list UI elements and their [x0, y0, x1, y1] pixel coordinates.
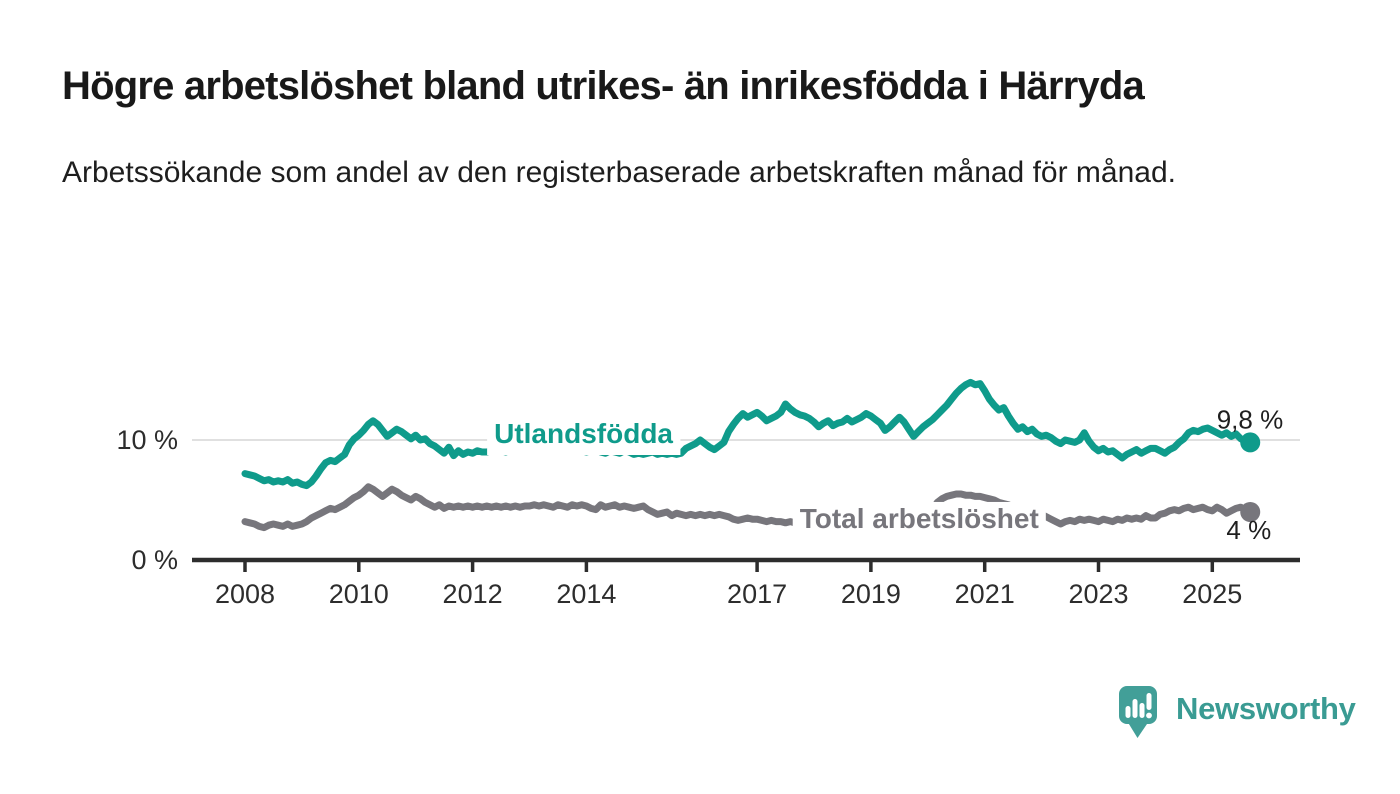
- logo-exclamation-bar: [1146, 693, 1152, 710]
- series-label-halo: [487, 417, 681, 455]
- series-line-utlandsfodda: [241, 378, 1254, 490]
- x-tick-label: 2023: [1068, 579, 1128, 609]
- x-tick-label: 2012: [443, 579, 503, 609]
- line-chart-svg: 2008 2010 2012 2014 2017 2019 2021 2023 2025 0 % 1…: [116, 378, 1300, 609]
- series-end-dot-total-arbetsloshet: [1240, 502, 1261, 522]
- x-tick-label: 2010: [329, 579, 389, 609]
- series-label-total-arbetsloshet: Total arbetslöshet: [800, 503, 1039, 534]
- page-subtitle: Arbetssökande som andel av den registerb…: [62, 155, 1176, 189]
- x-tick-label: 2025: [1182, 579, 1242, 609]
- newsworthy-pin-logo-icon: [1119, 686, 1157, 738]
- series-end-dot-utlandsfodda: [1240, 432, 1261, 453]
- x-tick-label: 2008: [215, 579, 275, 609]
- logo-bar-1: [1125, 706, 1131, 718]
- logo-bar-3: [1139, 703, 1145, 718]
- logo-bar-2: [1132, 699, 1138, 718]
- series-end-value-total-arbetsloshet: 4 %: [1226, 515, 1271, 545]
- x-tick-label: 2019: [841, 579, 901, 609]
- y-tick-label: 10 %: [116, 425, 178, 455]
- series-label-halo: [792, 501, 1046, 540]
- series-label-utlandsfodda: Utlandsfödda: [494, 418, 673, 449]
- series-end-value-utlandsfodda: 9,8 %: [1217, 404, 1284, 434]
- logo-exclamation-dot: [1146, 712, 1152, 719]
- page-title: Högre arbetslöshet bland utrikes- än inr…: [62, 64, 1145, 108]
- chart-container: 2008 2010 2012 2014 2017 2019 2021 2023 2025 0 % 1…: [0, 340, 1400, 650]
- series-line-total-arbetsloshet: [241, 483, 1254, 532]
- x-tick-label: 2017: [727, 579, 787, 609]
- x-tick-label: 2021: [955, 579, 1015, 609]
- y-tick-label: 0 %: [131, 545, 178, 575]
- brand-footer: Newsworthy: [1112, 682, 1362, 742]
- brand-name: Newsworthy: [1176, 691, 1356, 726]
- header: Högre arbetslöshet bland utrikes- än inr…: [62, 62, 1342, 194]
- x-tick-label: 2014: [556, 579, 616, 609]
